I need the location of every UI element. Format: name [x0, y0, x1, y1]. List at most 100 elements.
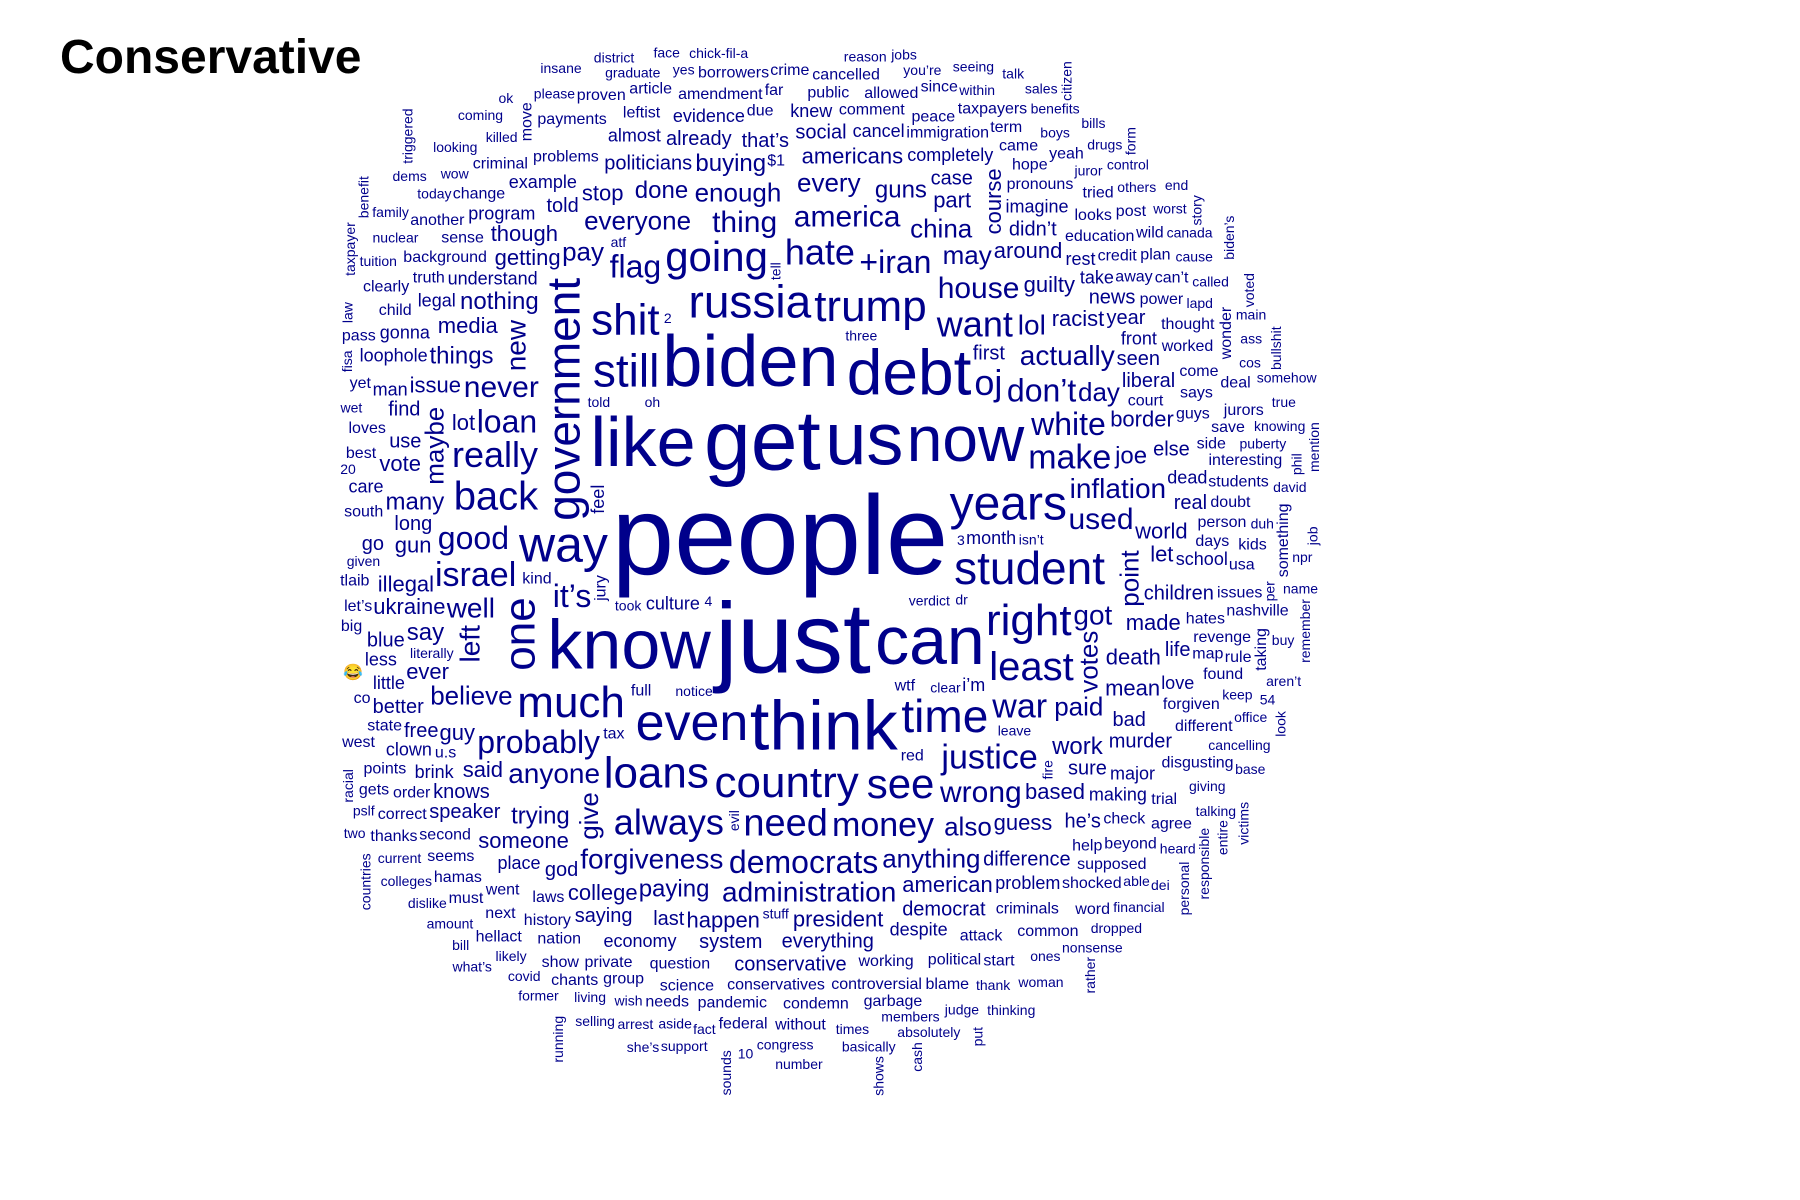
word-cloud-term: year	[1107, 307, 1146, 329]
word-cloud-term: save	[1211, 419, 1245, 436]
word-cloud-term: cancelling	[1208, 737, 1270, 753]
word-cloud-term: heard	[1160, 840, 1196, 856]
word-cloud-term: knew	[790, 101, 833, 121]
word-cloud-term: check	[1103, 811, 1146, 828]
word-cloud-term: attack	[960, 928, 1004, 945]
word-cloud-term: else	[1153, 439, 1190, 461]
word-cloud-term: sales	[1025, 80, 1058, 96]
word-cloud-term: working	[858, 953, 914, 970]
word-cloud-term: 2	[664, 310, 672, 326]
word-cloud-term: culture	[646, 594, 700, 614]
word-cloud-term: 20	[340, 461, 356, 477]
word-cloud-term: nation	[537, 931, 581, 948]
word-cloud-term: proven	[577, 87, 626, 104]
word-cloud-term: bills	[1081, 115, 1105, 131]
word-cloud-term: children	[1144, 582, 1214, 604]
word-cloud-term: next	[485, 905, 516, 922]
word-cloud-term: citizen	[1058, 61, 1074, 101]
word-cloud-term: system	[699, 931, 762, 953]
word-cloud-term: votes	[1074, 631, 1104, 693]
word-cloud-term: new	[500, 319, 531, 371]
word-cloud-term: everyone	[584, 206, 691, 236]
word-cloud-term: boys	[1040, 125, 1070, 141]
word-cloud-term: stuff	[763, 906, 789, 922]
word-cloud-term: post	[1116, 203, 1147, 220]
word-cloud-term: rather	[1082, 957, 1098, 994]
word-cloud-term: today	[417, 186, 451, 202]
word-cloud-term: aren’t	[1266, 673, 1301, 689]
word-cloud-term: knowing	[1254, 418, 1305, 434]
word-cloud-term: control	[1107, 157, 1149, 173]
word-cloud-term: blame	[926, 976, 970, 993]
word-cloud-term: disgusting	[1162, 755, 1234, 772]
word-cloud-term: hates	[1186, 611, 1225, 628]
word-cloud-term: made	[1126, 610, 1181, 635]
word-cloud-term: duh	[1251, 515, 1274, 531]
word-cloud-term: democrat	[902, 898, 986, 920]
word-cloud-term: others	[1117, 179, 1156, 195]
word-cloud-term: didn’t	[1009, 218, 1057, 240]
word-cloud-term: blue	[367, 629, 405, 651]
word-cloud-term: better	[373, 696, 424, 718]
word-cloud-term: told	[588, 394, 611, 410]
word-cloud-term: pandemic	[698, 995, 767, 1012]
word-cloud-term: life	[1165, 639, 1191, 661]
word-cloud-term: knows	[433, 781, 490, 803]
word-cloud-term: federal	[719, 1016, 768, 1033]
word-cloud-term: tell	[767, 262, 783, 280]
word-cloud-term: reason	[844, 48, 887, 64]
word-cloud-term: members	[881, 1008, 939, 1024]
word-cloud-term: bad	[1113, 709, 1146, 731]
word-cloud-term: hamas	[434, 869, 482, 886]
word-cloud-term: tax	[603, 725, 624, 742]
word-cloud-term: nothing	[460, 288, 539, 315]
word-cloud-term: agree	[1151, 816, 1192, 833]
word-cloud-term: students	[1208, 474, 1268, 491]
word-cloud-term: garbage	[864, 993, 923, 1010]
word-cloud-term: much	[517, 678, 625, 727]
word-cloud-term: article	[629, 81, 672, 98]
word-cloud-term: real	[1174, 492, 1207, 514]
word-cloud-term: may	[943, 240, 992, 270]
word-cloud-term: sure	[1068, 758, 1107, 780]
word-cloud-term: true	[1272, 394, 1296, 410]
word-cloud-term: president	[793, 907, 884, 932]
word-cloud-term: first	[973, 342, 1006, 364]
word-cloud-term: went	[485, 882, 520, 899]
word-cloud-term: guns	[875, 177, 927, 204]
word-cloud-term: case	[931, 168, 973, 190]
word-cloud-term: jury	[593, 575, 610, 602]
word-cloud-term: judge	[944, 1002, 979, 1018]
word-cloud-term: ass	[1240, 331, 1262, 347]
word-cloud-term: kids	[1238, 537, 1266, 554]
word-cloud-term: clown	[386, 740, 432, 760]
word-cloud-term: pay	[562, 237, 604, 267]
word-cloud-term: want	[936, 303, 1013, 344]
word-cloud-term: family	[372, 204, 409, 220]
word-cloud-term: time	[901, 690, 988, 742]
word-cloud-term: taxpayer	[342, 222, 358, 276]
word-cloud-term: fire	[1040, 760, 1056, 780]
word-cloud-term: entire	[1215, 820, 1231, 855]
word-cloud-term: actually	[1020, 340, 1115, 371]
word-cloud-term: anything	[882, 844, 980, 874]
word-cloud-term: government	[537, 278, 589, 521]
word-cloud-term: right	[986, 596, 1072, 645]
word-cloud-term: like	[591, 403, 696, 481]
word-cloud-term: evidence	[673, 106, 745, 126]
word-cloud-term: cos	[1239, 355, 1261, 371]
word-cloud-term: main	[1236, 306, 1266, 322]
word-cloud-term: seems	[427, 848, 474, 865]
word-cloud-term: end	[1165, 177, 1188, 193]
word-cloud-term: leftist	[623, 104, 661, 121]
word-cloud-term: based	[1025, 779, 1085, 804]
word-cloud-term: killed	[486, 129, 518, 145]
word-cloud-term: democrats	[729, 844, 878, 880]
word-cloud-term: well	[446, 593, 495, 624]
word-cloud-term: make	[1028, 438, 1111, 476]
word-cloud-term: full	[631, 682, 651, 699]
word-cloud-term: rest	[1066, 249, 1096, 269]
word-cloud-term: 4	[705, 593, 713, 609]
word-cloud-term: biden	[662, 322, 838, 402]
word-cloud-term: cancel	[853, 121, 905, 141]
